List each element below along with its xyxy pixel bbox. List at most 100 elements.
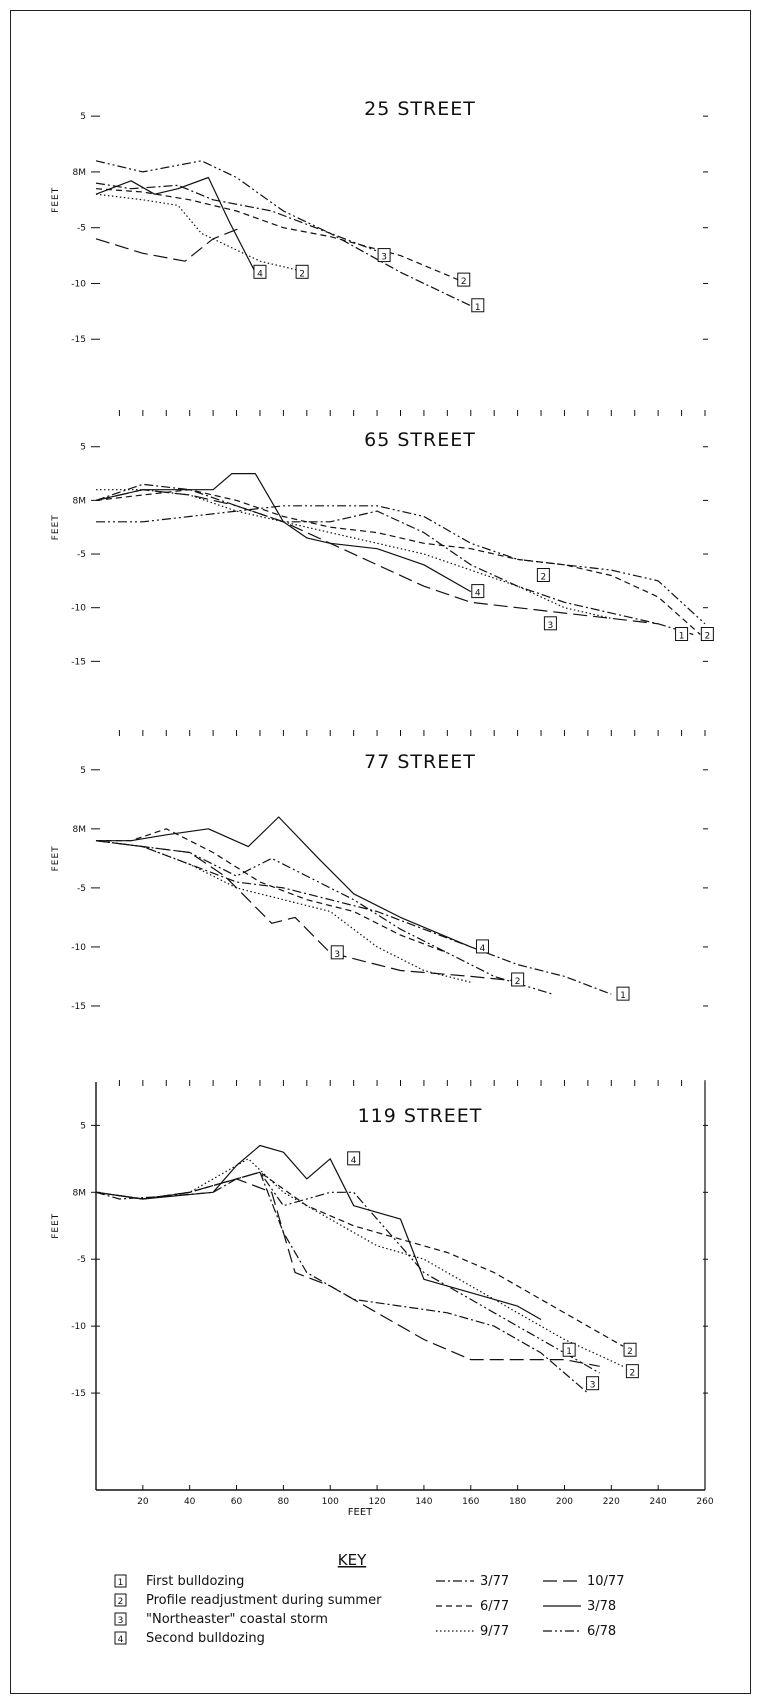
panel-2: 65 STREET 5 8M -5 -10 -15 FEET 4 2 3 1 2 — [51, 429, 714, 736]
x-tick-label: 20 — [137, 1497, 149, 1507]
panel-title: 25 STREET — [364, 98, 476, 120]
y-tick-label: 5 — [80, 766, 86, 776]
annotation-box — [700, 627, 714, 642]
annotation-label: 1 — [566, 1347, 572, 1357]
x-tick-label: 40 — [184, 1497, 196, 1507]
key-event-box — [114, 1574, 127, 1588]
y-tick-label: -5 — [77, 550, 86, 560]
annotation-label: 3 — [381, 253, 387, 263]
annotation-box — [330, 945, 344, 960]
key-event-number: 4 — [118, 1635, 124, 1645]
panel-4: 119 STREET 5 8M -5 -10 -15 FEET 20 40 60 80 100 120 1… — [51, 1082, 714, 1518]
annotation-label: 1 — [475, 303, 481, 313]
y-axis-label: FEET — [51, 845, 61, 871]
annotation-label: 2 — [541, 573, 547, 583]
key-event-box — [114, 1612, 127, 1626]
x-tick-label: 220 — [603, 1497, 620, 1507]
key-event-number: 1 — [118, 1578, 124, 1588]
series-line-3-77 — [95, 1171, 589, 1394]
annotation-label: 2 — [630, 1369, 636, 1379]
annotation-box — [457, 272, 471, 287]
key-event-box — [114, 1593, 127, 1607]
y-tick-label: -10 — [71, 604, 86, 614]
series-line-6-78 — [95, 1171, 600, 1374]
key-event-text: Second bulldozing — [146, 1631, 265, 1646]
series-line-6-77 — [95, 489, 701, 635]
annotation-label: 3 — [590, 1381, 596, 1391]
annotation-box — [511, 972, 525, 987]
y-tick-label: 8M — [73, 1188, 87, 1198]
series-line-3-78 — [96, 816, 472, 948]
panel-title: 119 STREET — [358, 1105, 483, 1127]
annotation-box — [675, 627, 689, 642]
series-line-10-77 — [95, 1178, 600, 1367]
annotation-box — [536, 568, 550, 582]
annotation-box — [616, 986, 630, 1001]
annotation-box — [253, 264, 267, 279]
key-event-number: 3 — [118, 1616, 124, 1626]
key-date-label: 6/78 — [587, 1624, 616, 1639]
x-tick-label: 160 — [462, 1497, 479, 1507]
annotation-label: 4 — [257, 269, 263, 279]
key-date-label: 10/77 — [587, 1574, 624, 1589]
y-tick-label: -5 — [77, 1255, 86, 1265]
series-line-6-77 — [96, 828, 448, 954]
y-tick-label: 8M — [73, 825, 87, 835]
series-line-10-77 — [95, 840, 530, 983]
annotation-box — [543, 616, 557, 631]
series-line-9-77 — [95, 840, 471, 983]
series-line-10-77 — [95, 227, 242, 262]
annotation-label: 2 — [704, 632, 710, 642]
series-line-10-77 — [95, 489, 659, 625]
y-axis-label: FEET — [51, 1213, 61, 1239]
annotation-label: 4 — [480, 944, 486, 954]
annotation-label: 1 — [679, 632, 685, 642]
annotation-box — [295, 264, 309, 279]
y-tick-label: 8M — [73, 496, 87, 506]
key-title: KEY — [338, 1551, 367, 1569]
x-tick-label: 120 — [368, 1497, 385, 1507]
annotation-label: 2 — [299, 269, 305, 279]
y-tick-label: -15 — [71, 1002, 86, 1012]
annotation-box — [562, 1342, 576, 1357]
series-line-6-77 — [95, 188, 460, 281]
x-tick-label: 80 — [278, 1497, 290, 1507]
annotation-label: 4 — [351, 1156, 357, 1166]
x-tick-label: 100 — [322, 1497, 339, 1507]
annotation-label: 1 — [620, 991, 626, 1001]
key-event-box — [114, 1631, 127, 1645]
annotation-label: 2 — [461, 277, 467, 287]
annotation-label: 3 — [548, 621, 554, 631]
x-tick-label: 140 — [415, 1497, 432, 1507]
series-line-9-77 — [95, 1158, 624, 1367]
panel-3: 77 STREET 5 8M -5 -10 -15 FEET 3 4 2 1 — [51, 751, 708, 1086]
series-line-6-78 — [96, 505, 706, 625]
annotation-label: 4 — [475, 589, 481, 599]
annotation-label: 2 — [515, 977, 521, 987]
annotation-box — [377, 248, 391, 263]
panel-1: 25 STREET 5 8M -5 -10 -15 FEET 1 2 2 3 4 — [51, 98, 708, 416]
key-date-label: 3/77 — [480, 1574, 509, 1589]
series-line-3-77 — [95, 840, 612, 995]
annotation-box — [347, 1151, 361, 1166]
y-tick-label: -5 — [77, 224, 86, 234]
panel-title: 65 STREET — [364, 429, 476, 451]
panel-title: 77 STREET — [364, 751, 476, 773]
annotation-box — [475, 939, 489, 954]
x-tick-label: 200 — [556, 1497, 573, 1507]
key-event-number: 2 — [118, 1597, 124, 1607]
y-tick-label: -10 — [71, 1322, 86, 1332]
annotation-label: 2 — [627, 1347, 633, 1357]
y-tick-label: 5 — [80, 112, 86, 122]
figure-frame — [10, 10, 751, 1694]
series-line-3-77 — [95, 483, 694, 636]
series-line-3-77 — [95, 182, 472, 307]
key-date-label: 3/78 — [587, 1599, 616, 1614]
x-tick-label: 240 — [650, 1497, 667, 1507]
y-tick-label: 8M — [73, 168, 87, 178]
annotation-box — [471, 298, 485, 313]
annotation-box — [586, 1376, 600, 1391]
series-line-6-78 — [95, 840, 553, 995]
x-tick-label: 180 — [509, 1497, 526, 1507]
